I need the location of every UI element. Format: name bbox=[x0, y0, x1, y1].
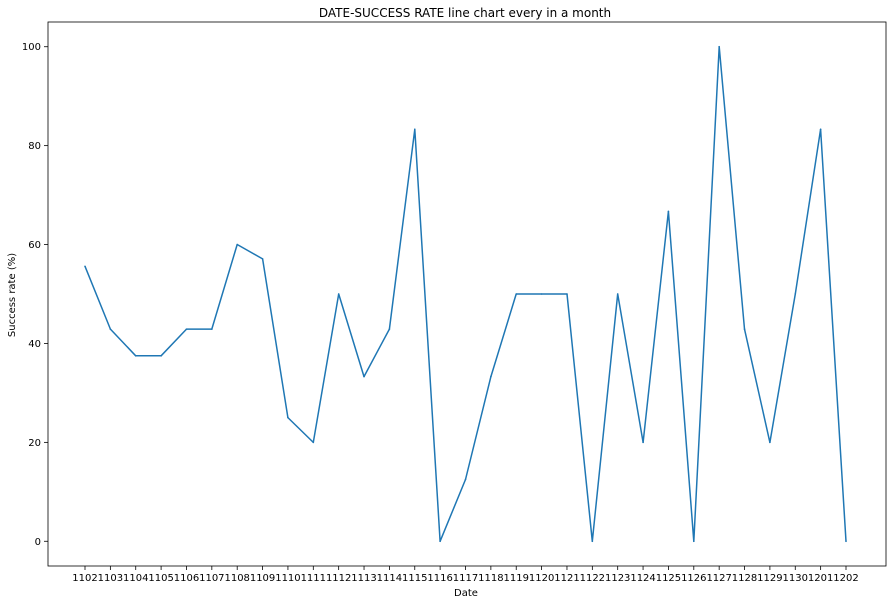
x-tick-label: 1126 bbox=[681, 573, 706, 584]
x-tick-label: 1108 bbox=[224, 573, 249, 584]
x-tick-label: 1114 bbox=[377, 573, 402, 584]
x-tick-label: 1117 bbox=[453, 573, 478, 584]
y-tick-label: 40 bbox=[28, 339, 41, 350]
x-tick-label: 1103 bbox=[98, 573, 123, 584]
x-tick-label: 1118 bbox=[478, 573, 503, 584]
data-point bbox=[743, 328, 746, 330]
data-point bbox=[616, 293, 619, 295]
data-point bbox=[591, 540, 594, 543]
data-point bbox=[490, 375, 492, 378]
data-point bbox=[464, 478, 467, 481]
data-point bbox=[718, 45, 720, 48]
x-tick-label: 1122 bbox=[580, 573, 605, 584]
data-point bbox=[337, 293, 340, 295]
x-tick-label: 1123 bbox=[605, 573, 630, 584]
data-point bbox=[540, 293, 543, 295]
data-point bbox=[769, 441, 771, 444]
x-tick-label: 1201 bbox=[808, 573, 833, 584]
x-axis-label: Date bbox=[454, 588, 478, 599]
y-tick-label: 100 bbox=[22, 42, 41, 53]
x-tick-label: 1202 bbox=[833, 573, 858, 584]
x-tick-label: 1106 bbox=[174, 573, 199, 584]
x-tick-label: 1104 bbox=[123, 573, 148, 584]
data-point bbox=[515, 293, 518, 295]
data-point bbox=[794, 293, 797, 295]
data-point bbox=[84, 265, 86, 268]
x-tick-label: 1130 bbox=[783, 573, 808, 584]
data-point bbox=[413, 128, 416, 131]
x-tick-label: 1110 bbox=[275, 573, 300, 584]
y-axis-label: Success rate (%) bbox=[7, 253, 18, 337]
data-point bbox=[566, 293, 568, 295]
y-tick-label: 80 bbox=[28, 141, 41, 152]
x-axis: 1102 1103 1104 1105 1106 1107 1108 1109 1110 1111… bbox=[72, 566, 859, 584]
data-point bbox=[261, 258, 264, 260]
data-point bbox=[693, 540, 695, 543]
y-tick-label: 20 bbox=[28, 438, 41, 449]
x-tick-label: 1116 bbox=[427, 573, 452, 584]
data-point bbox=[667, 210, 670, 213]
plot-frame bbox=[47, 21, 887, 567]
data-point bbox=[160, 355, 162, 357]
data-point bbox=[312, 441, 315, 444]
data-point bbox=[363, 375, 365, 378]
x-tick-label: 1109 bbox=[250, 573, 275, 584]
y-tick-label: 0 bbox=[35, 537, 41, 548]
data-point bbox=[819, 128, 822, 131]
x-tick-label: 1129 bbox=[757, 573, 782, 584]
x-tick-label: 1102 bbox=[72, 573, 97, 584]
chart-title: DATE-SUCCESS RATE line chart every in a … bbox=[319, 6, 611, 20]
data-point bbox=[388, 328, 391, 330]
x-tick-label: 1112 bbox=[326, 573, 351, 584]
x-tick-label: 1128 bbox=[732, 573, 757, 584]
data-point bbox=[845, 540, 847, 543]
x-tick-label: 1120 bbox=[529, 573, 554, 584]
x-tick-label: 1111 bbox=[301, 573, 326, 584]
x-tick-label: 1107 bbox=[199, 573, 224, 584]
x-tick-label: 1125 bbox=[656, 573, 681, 584]
data-point bbox=[185, 328, 188, 330]
data-point bbox=[109, 328, 112, 330]
data-point bbox=[134, 355, 137, 357]
x-tick-label: 1119 bbox=[504, 573, 529, 584]
x-tick-label: 1105 bbox=[148, 573, 173, 584]
series-layer bbox=[84, 45, 847, 543]
x-tick-label: 1124 bbox=[630, 573, 655, 584]
data-point bbox=[287, 416, 289, 419]
series-line-0 bbox=[84, 45, 847, 543]
data-point bbox=[642, 441, 644, 444]
y-axis: 0 20 40 60 80 100 bbox=[22, 42, 48, 548]
x-tick-label: 1121 bbox=[554, 573, 579, 584]
data-point bbox=[211, 328, 213, 330]
y-tick-label: 60 bbox=[28, 240, 41, 251]
x-tick-label: 1115 bbox=[402, 573, 427, 584]
data-point bbox=[439, 540, 441, 543]
data-point bbox=[236, 243, 238, 246]
x-tick-label: 1113 bbox=[351, 573, 376, 584]
x-tick-label: 1127 bbox=[706, 573, 731, 584]
